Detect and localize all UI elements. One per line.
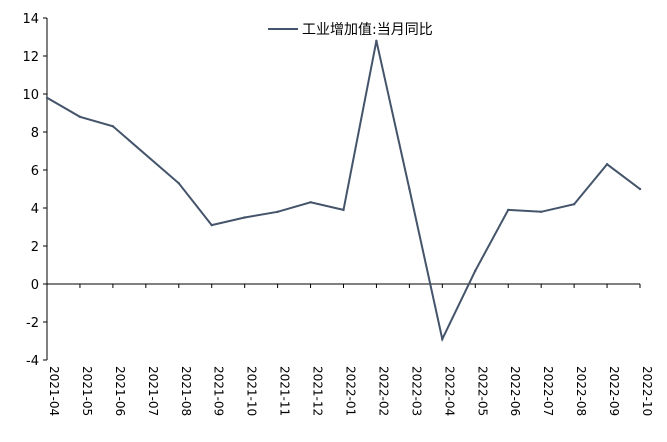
axes — [46, 18, 640, 360]
y-tick-label: -4 — [26, 354, 39, 369]
series-point — [638, 187, 642, 191]
y-tick-label: 4 — [31, 202, 39, 217]
y-tick-label: 6 — [31, 164, 39, 179]
x-tick-label: 2021-07 — [146, 366, 160, 416]
legend-label: 工业增加值:当月同比 — [302, 22, 433, 38]
series-point — [177, 182, 180, 185]
x-tick-label: 2021-04 — [47, 366, 61, 416]
series-point — [605, 163, 609, 166]
series-point — [111, 125, 115, 128]
y-tick-label: 2 — [31, 240, 39, 255]
series-point — [474, 269, 477, 272]
series-point — [78, 115, 82, 119]
series-point — [572, 203, 576, 206]
x-tick-label: 2022-01 — [344, 366, 358, 416]
y-tick-label: 14 — [22, 12, 39, 27]
series-point — [507, 208, 510, 212]
series-group — [45, 39, 642, 343]
x-tick-label: 2021-12 — [311, 366, 325, 416]
x-tick-label: 2022-10 — [640, 366, 654, 416]
legend: 工业增加值:当月同比 — [268, 22, 433, 38]
series-line — [46, 40, 641, 343]
y-tick-label: 12 — [22, 50, 39, 65]
x-tick-label: 2022-09 — [607, 366, 621, 416]
x-tick-label: 2022-02 — [376, 366, 390, 416]
series-point — [540, 210, 543, 213]
x-tick-label: 2021-09 — [212, 366, 226, 416]
y-tick-label: 8 — [31, 126, 39, 141]
x-tick-label: 2022-07 — [541, 366, 555, 416]
x-tick-label: 2022-06 — [508, 366, 522, 416]
y-tick-label: 0 — [31, 278, 39, 293]
y-tick-label: 10 — [22, 88, 39, 103]
y-axis-ticks: -4 -2 0 2 4 6 8 10 12 14 — [22, 12, 47, 369]
x-tick-label: 2022-03 — [409, 366, 423, 416]
series-point — [441, 337, 444, 341]
x-tick-label: 2021-11 — [278, 366, 292, 416]
series-point — [408, 187, 411, 191]
series-point — [276, 210, 279, 213]
y-tick-label: -2 — [26, 316, 39, 331]
x-tick-label: 2021-10 — [245, 366, 259, 416]
series-point — [45, 96, 49, 100]
series-point — [342, 208, 345, 212]
x-tick-label: 2022-05 — [475, 366, 489, 416]
x-tick-label: 2022-04 — [442, 366, 456, 416]
x-axis-ticks: 2021-04 2021-05 2021-06 2021-07 2021-08 2021-… — [46, 284, 654, 416]
series-point — [309, 201, 312, 204]
x-tick-label: 2021-05 — [80, 366, 94, 416]
x-tick-label: 2022-08 — [574, 366, 588, 416]
x-tick-label: 2021-08 — [179, 366, 193, 416]
x-tick-label: 2021-06 — [113, 366, 127, 416]
series-point — [243, 216, 246, 219]
series-point — [375, 39, 378, 42]
series-point — [210, 223, 213, 227]
